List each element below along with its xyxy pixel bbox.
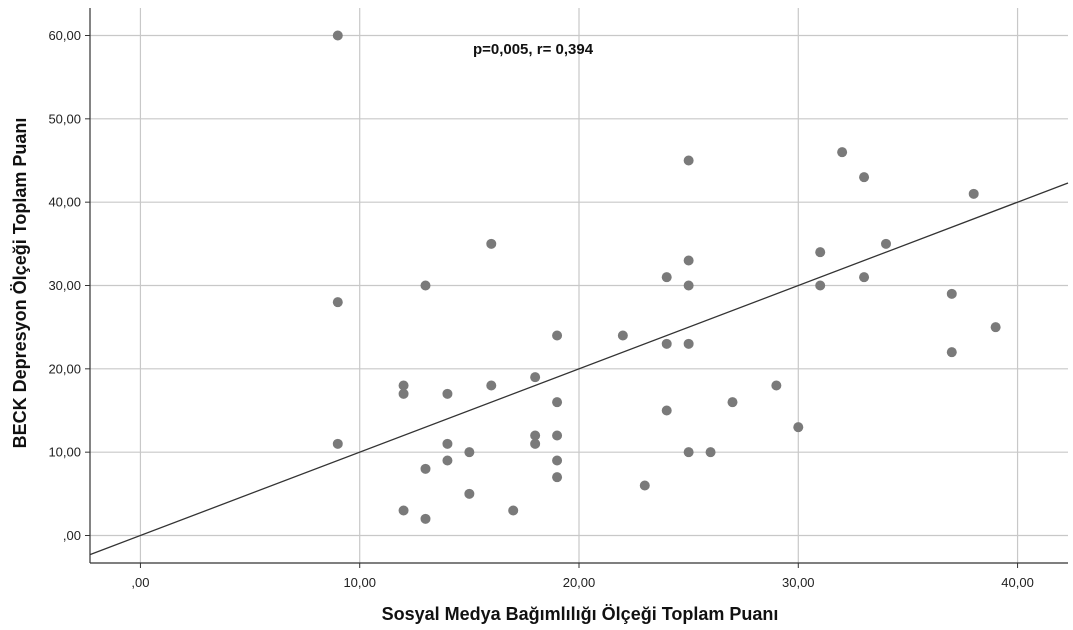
data-point [793, 422, 804, 433]
data-point [420, 513, 431, 524]
data-point [683, 280, 694, 291]
data-point [683, 155, 694, 166]
data-point [661, 405, 672, 416]
data-point [946, 288, 957, 299]
x-tick-labels: ,00 10,00 20,00 30,00 40,00 [131, 575, 1033, 590]
grid-lines [90, 8, 1068, 563]
data-point [552, 330, 563, 341]
data-point [990, 322, 1001, 333]
data-point [705, 447, 716, 458]
x-tick-label: ,00 [131, 575, 149, 590]
x-tick-label: 20,00 [563, 575, 596, 590]
data-point [661, 272, 672, 283]
data-point [727, 397, 738, 408]
x-tick-label: 40,00 [1001, 575, 1034, 590]
y-tick-label: 20,00 [48, 361, 81, 376]
data-point [552, 455, 563, 466]
y-tick-label: 30,00 [48, 278, 81, 293]
data-point [661, 338, 672, 349]
data-point [332, 297, 343, 308]
y-axis-title: BECK Depresyon Ölçeği Toplam Puanı [10, 118, 30, 449]
data-point [420, 463, 431, 474]
data-point [683, 255, 694, 266]
y-tick-label: 10,00 [48, 445, 81, 460]
x-tick-label: 10,00 [343, 575, 376, 590]
data-point [815, 247, 826, 258]
data-point [442, 388, 453, 399]
data-point [464, 488, 475, 499]
data-point [552, 397, 563, 408]
data-point [837, 147, 848, 158]
y-tick-label: 60,00 [48, 28, 81, 43]
data-point [530, 430, 541, 441]
axes [85, 8, 1068, 568]
data-point [859, 272, 870, 283]
data-point [946, 347, 957, 358]
x-tick-label: 30,00 [782, 575, 815, 590]
data-point [530, 438, 541, 449]
y-tick-labels: ,00 10,00 20,00 30,00 40,00 50,00 60,00 [48, 28, 81, 543]
data-point [442, 455, 453, 466]
data-point [332, 30, 343, 41]
data-point [552, 472, 563, 483]
data-point [880, 238, 891, 249]
data-point [859, 172, 870, 183]
data-point [683, 447, 694, 458]
data-point [617, 330, 628, 341]
x-axis-title: Sosyal Medya Bağımlılığı Ölçeği Toplam P… [382, 604, 779, 624]
data-point [398, 380, 409, 391]
correlation-annotation: p=0,005, r= 0,394 [473, 41, 594, 58]
y-tick-label: 50,00 [48, 111, 81, 126]
data-point [442, 438, 453, 449]
y-tick-label: ,00 [63, 528, 81, 543]
data-point [398, 505, 409, 516]
data-point [639, 480, 650, 491]
data-point [398, 388, 409, 399]
reference-line-group [89, 182, 1069, 556]
data-point [486, 238, 497, 249]
data-point [508, 505, 519, 516]
data-point [530, 372, 541, 383]
data-points [332, 30, 1001, 524]
data-point [552, 430, 563, 441]
y-tick-label: 40,00 [48, 195, 81, 210]
data-point [332, 438, 343, 449]
data-point [464, 447, 475, 458]
data-point [968, 188, 979, 199]
data-point [771, 380, 782, 391]
data-point [815, 280, 826, 291]
reference-line [89, 182, 1069, 556]
data-point [486, 380, 497, 391]
data-point [683, 338, 694, 349]
data-point [420, 280, 431, 291]
